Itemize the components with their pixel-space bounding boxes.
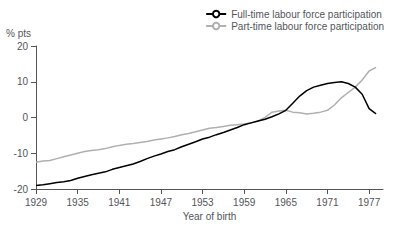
svg-text:1971: 1971 xyxy=(316,197,339,208)
svg-text:Year of birth: Year of birth xyxy=(183,211,237,222)
svg-text:0: 0 xyxy=(22,112,28,123)
svg-text:1941: 1941 xyxy=(108,197,131,208)
svg-text:1959: 1959 xyxy=(233,197,256,208)
svg-text:% pts: % pts xyxy=(6,28,31,39)
svg-text:1929: 1929 xyxy=(25,197,48,208)
svg-text:1953: 1953 xyxy=(191,197,214,208)
svg-text:1977: 1977 xyxy=(358,197,381,208)
svg-text:1965: 1965 xyxy=(275,197,298,208)
svg-text:1935: 1935 xyxy=(67,197,90,208)
svg-text:Part-time labour force partici: Part-time labour force participation xyxy=(231,21,384,32)
svg-text:10: 10 xyxy=(17,76,29,87)
svg-text:20: 20 xyxy=(17,41,29,52)
svg-text:-20: -20 xyxy=(14,184,29,195)
svg-text:1947: 1947 xyxy=(150,197,173,208)
svg-text:-10: -10 xyxy=(14,148,29,159)
svg-text:Full-time labour force partici: Full-time labour force participation xyxy=(231,9,382,20)
